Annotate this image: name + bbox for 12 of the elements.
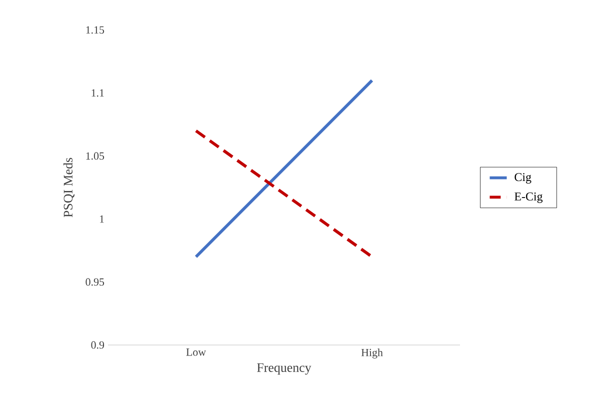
y-tick-label: 0.95: [86, 278, 104, 286]
y-tick-label: 1.1: [92, 89, 104, 97]
legend-label: E-Cig: [514, 192, 543, 203]
y-tick-label: 1: [100, 215, 104, 223]
legend-label: Cig: [514, 173, 532, 184]
y-axis-title: PSQI Meds: [63, 158, 74, 218]
y-tick-label: 1.15: [86, 26, 104, 34]
y-tick-label: 0.9: [91, 341, 104, 349]
y-tick-label: 1.05: [86, 152, 104, 160]
x-axis-title: Frequency: [257, 363, 312, 375]
x-tick-label: High: [361, 348, 383, 358]
x-tick-label: Low: [186, 348, 206, 356]
